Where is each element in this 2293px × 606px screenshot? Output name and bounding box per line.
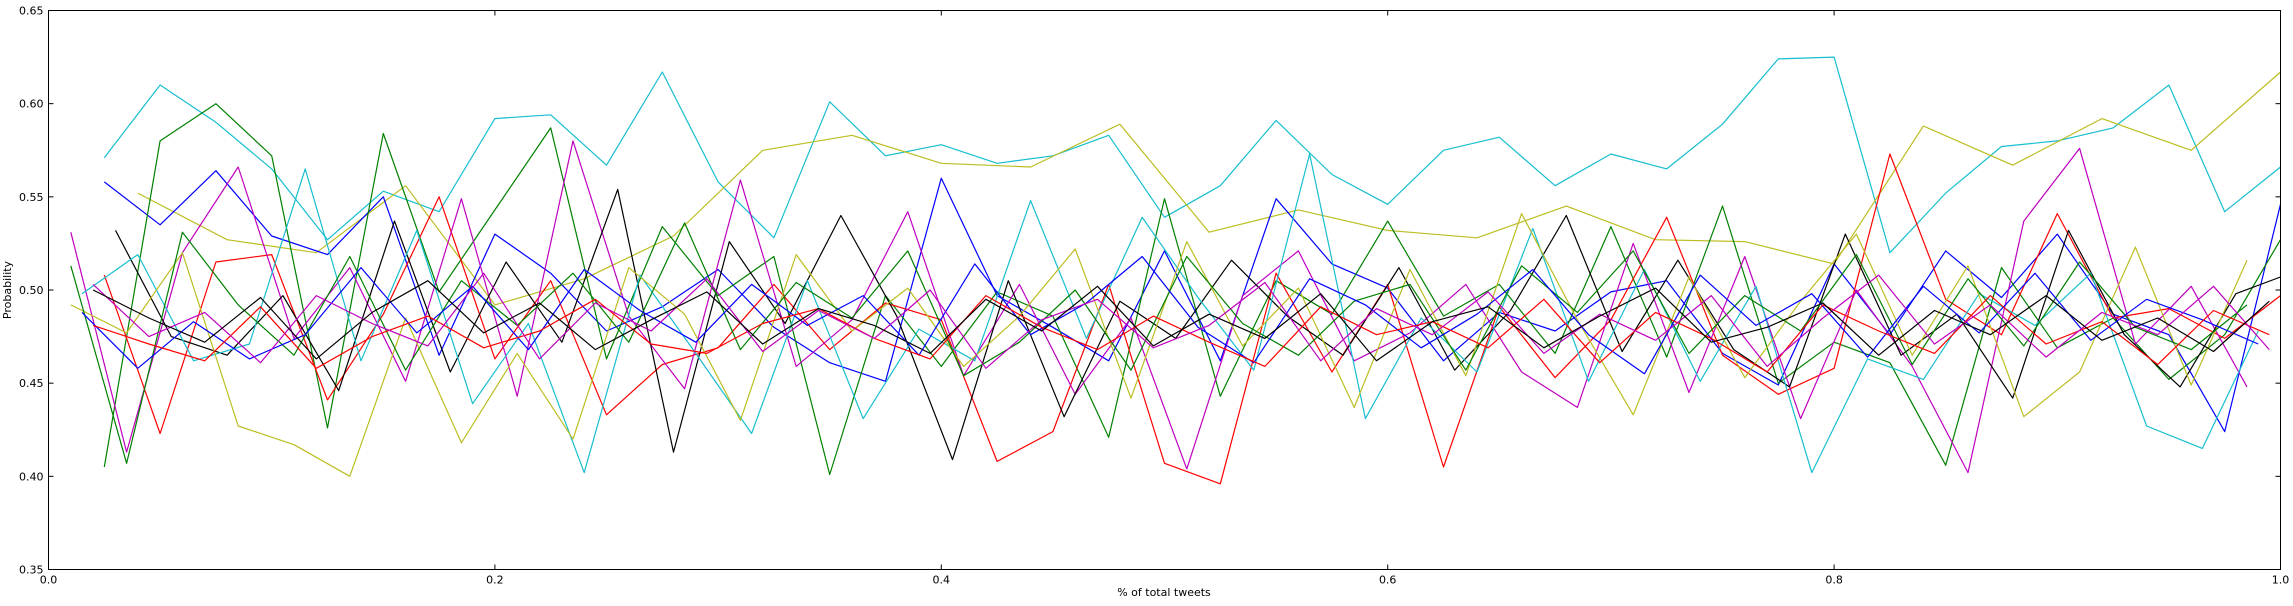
y-tick-label: 0.65 <box>19 5 44 18</box>
series-line-6 <box>70 140 2248 474</box>
series-line-8 <box>81 153 2259 474</box>
x-axis-label: % of total tweets <box>1117 586 1211 599</box>
x-tick-label: 1.0 <box>2272 574 2290 587</box>
y-axis-label: Probability <box>1 260 14 319</box>
plot-lines <box>70 56 2282 485</box>
plot-frame <box>48 10 2281 570</box>
y-tick-label: 0.60 <box>19 98 44 111</box>
series-line-4 <box>103 103 2282 476</box>
series-line-5 <box>103 153 2281 485</box>
x-tick-label: 0.4 <box>933 574 951 587</box>
y-tick-label: 0.40 <box>19 470 44 483</box>
axis-ticks: 0.0 0.2 0.4 0.6 0.8 1.0 0.35 0.40 0.45 0.50 0.55 0.… <box>19 5 2289 587</box>
series-line-1 <box>103 56 2281 254</box>
series-line-12 <box>92 295 2270 373</box>
x-tick-label: 0.8 <box>1825 574 1843 587</box>
y-tick-label: 0.35 <box>19 564 44 577</box>
y-tick-label: 0.45 <box>19 377 44 390</box>
series-line-11 <box>81 255 2259 375</box>
x-tick-label: 0.2 <box>486 574 504 587</box>
y-tick-label: 0.55 <box>19 191 44 204</box>
series-line-13 <box>92 272 2270 369</box>
series-line-14 <box>92 280 2270 362</box>
series-line-2 <box>137 71 2281 306</box>
x-tick-label: 0.6 <box>1379 574 1397 587</box>
series-line-10 <box>70 222 2248 464</box>
x-tick-label: 0.0 <box>40 574 58 587</box>
series-line-9 <box>70 213 2248 477</box>
series-line-7 <box>114 188 2281 461</box>
y-tick-label: 0.50 <box>19 284 44 297</box>
